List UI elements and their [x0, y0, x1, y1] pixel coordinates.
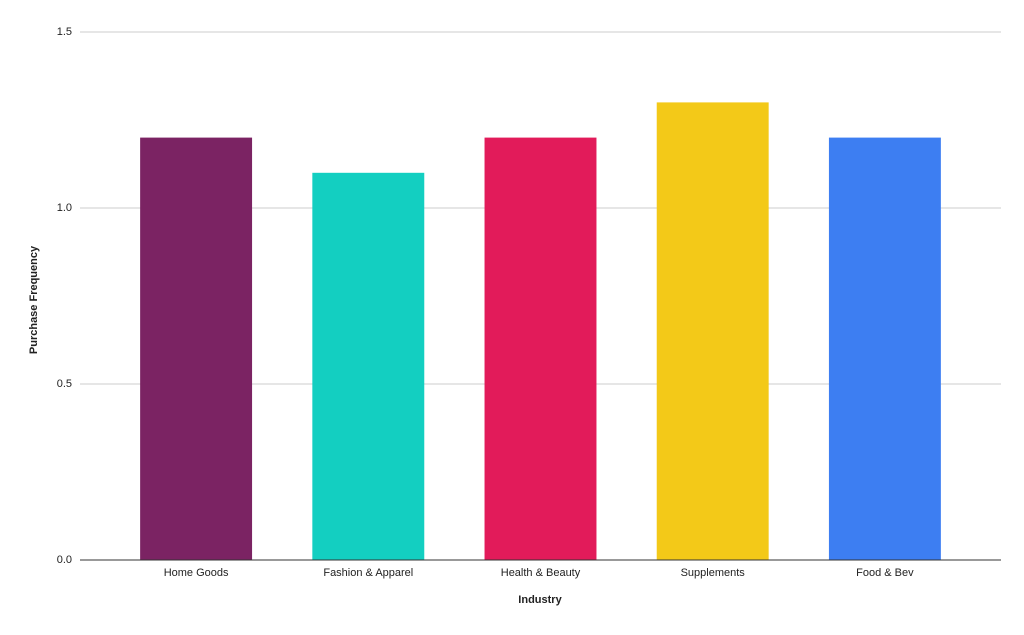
x-tick-label: Home Goods — [164, 567, 229, 579]
bar — [828, 137, 941, 560]
bar — [312, 172, 425, 561]
y-tick-label: 0.0 — [57, 554, 72, 566]
bar — [140, 137, 253, 560]
y-tick-label: 0.5 — [57, 378, 72, 390]
x-tick-label: Food & Bev — [856, 567, 914, 579]
y-tick-label: 1.5 — [57, 26, 72, 38]
x-tick-label: Fashion & Apparel — [323, 567, 413, 579]
x-axis-title: Industry — [518, 594, 562, 606]
bar — [484, 137, 597, 560]
x-tick-label: Supplements — [681, 567, 746, 579]
y-axis-title: Purchase Frequency — [28, 245, 40, 354]
y-tick-label: 1.0 — [57, 202, 72, 214]
bar — [656, 102, 769, 561]
x-tick-label: Health & Beauty — [501, 567, 581, 579]
